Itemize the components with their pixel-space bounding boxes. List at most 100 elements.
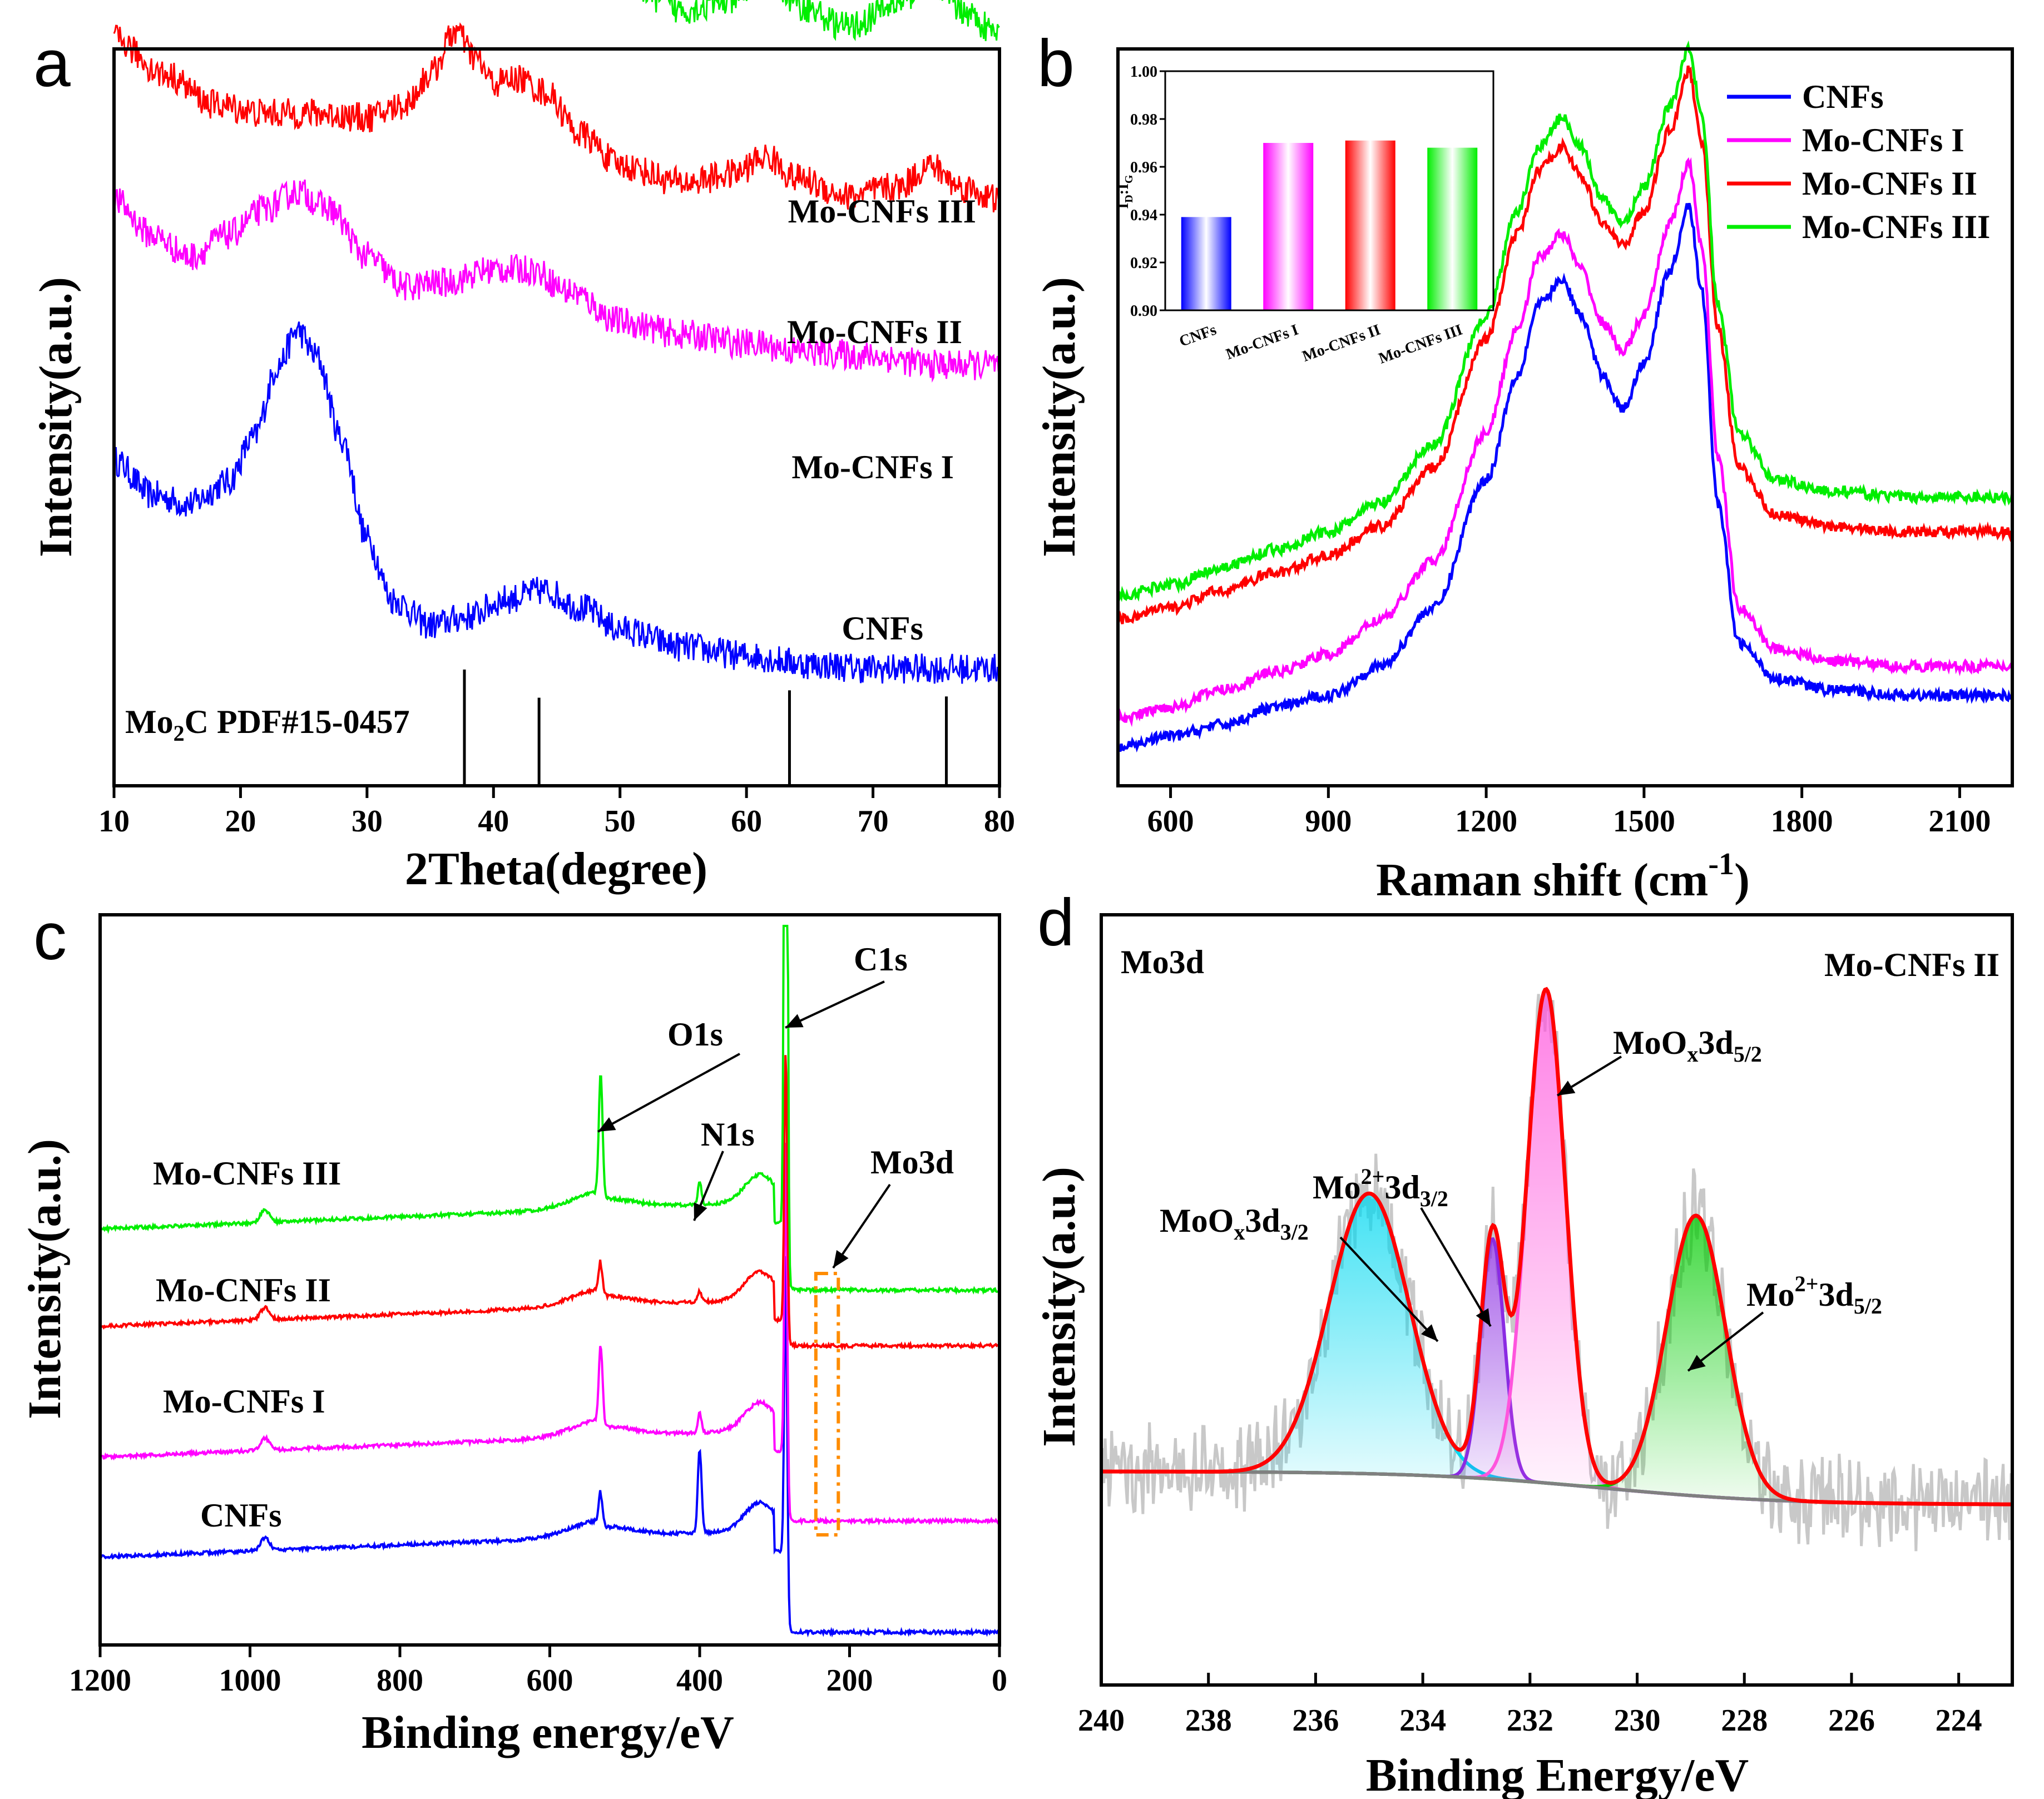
inset-xtick-mo-cnfs-i: Mo-CNFs I xyxy=(1224,321,1300,363)
panel-d-label-mo2-3d32: Mo2+3d3/2 xyxy=(1313,1164,1448,1211)
panel-b-series-mo-cnfs-i xyxy=(1116,157,2014,727)
panel-c-xtick-label-1000: 1000 xyxy=(219,1663,281,1698)
panel-d-arrowhead-moox-3d32 xyxy=(1421,1324,1438,1341)
panel-d-xtick-label-230: 230 xyxy=(1614,1703,1661,1738)
panel-c-series-mo-cnfs-iii xyxy=(100,925,999,1295)
panel-a: a 10 20 30 40 50 60 70 80 2Theta(degree) Intens… xyxy=(30,0,1015,895)
panel-c-series-mo-cnfs-ii xyxy=(100,1055,999,1351)
panel-b-xtick-label-1500: 1500 xyxy=(1613,804,1675,839)
panel-a-label-cnfs: CNFs xyxy=(842,610,923,647)
panel-c-series-mo-cnfs-i xyxy=(100,1142,1000,1526)
panel-a-xtick-label-80: 80 xyxy=(984,804,1015,839)
inset-ylabel: ID:IG xyxy=(1115,175,1135,209)
panel-c-xtick-label-600: 600 xyxy=(527,1663,573,1698)
inset-bar-cnfs xyxy=(1181,217,1231,310)
inset-bar-mo-cnfs-ii xyxy=(1345,140,1395,310)
panel-d-xtick-label-234: 234 xyxy=(1399,1703,1446,1738)
panel-b-xtick-label-2100: 2100 xyxy=(1928,804,1991,839)
panel-c-arrowhead-c1s xyxy=(785,1014,804,1028)
inset-ytick-label-1.00: 1.00 xyxy=(1130,63,1157,81)
panel-d-label-mo3d: Mo3d xyxy=(1121,944,1204,980)
panel-b-series-mo-cnfs-iii xyxy=(1116,40,2014,603)
panel-a-label-mo-cnfs-ii: Mo-CNFs II xyxy=(787,314,962,350)
legend-label-mo-cnfs-iii: Mo-CNFs III xyxy=(1802,209,1990,245)
panel-a-series-cnfs xyxy=(113,321,1001,684)
inset-ytick-label-0.98: 0.98 xyxy=(1130,111,1157,128)
panel-b-ylabel: Intensity(a.u.) xyxy=(1033,277,1085,557)
panel-d-envelope-fit xyxy=(1101,987,2012,1506)
panel-a-series-mo-cnfs-iii xyxy=(642,0,1000,42)
panel-a-series-mo-cnfs-ii xyxy=(113,22,1001,212)
panel-a-xtick-label-70: 70 xyxy=(858,804,889,839)
panel-c-annotation-n1s: N1s xyxy=(701,1116,755,1153)
panel-d-xtick-label-232: 232 xyxy=(1507,1703,1553,1738)
inset-xtick-mo-cnfs-ii: Mo-CNFs II xyxy=(1300,321,1383,365)
panel-b-xtick-label-600: 600 xyxy=(1147,804,1194,839)
panel-c-mo3d-highlight-box xyxy=(814,1272,840,1537)
panel-c-xtick-label-1200: 1200 xyxy=(69,1663,131,1698)
panel-d-label-moox-3d52: MoOx3d5/2 xyxy=(1613,1024,1762,1067)
panel-b-xtick-label-900: 900 xyxy=(1305,804,1352,839)
panel-b-xlabel: Raman shift (cm-1) xyxy=(1376,847,1750,906)
inset-ytick-label-0.90: 0.90 xyxy=(1130,303,1157,320)
panel-c-arrow-mo3d xyxy=(832,1183,891,1269)
inset-xtick-mo-cnfs-iii: Mo-CNFs III xyxy=(1377,321,1465,367)
panel-d: d 240 238 236 234 232 230 228 226 224 Binding En… xyxy=(1033,885,2014,1799)
panel-a-label-mo-cnfs-iii: Mo-CNFs III xyxy=(788,193,976,230)
panel-b-letter: b xyxy=(1037,26,1075,101)
panel-c-frame xyxy=(98,913,1001,1647)
panel-c-xlabel: Binding energy/eV xyxy=(362,1707,734,1758)
panel-c-label-cnfs: CNFs xyxy=(200,1497,282,1534)
panel-d-xtick-label-228: 228 xyxy=(1721,1703,1768,1738)
legend-label-mo-cnfs-i: Mo-CNFs I xyxy=(1802,122,1964,158)
panel-c-arrow-o1s xyxy=(597,1053,740,1133)
panel-a-frame xyxy=(112,47,1001,787)
panel-c-xtick-label-400: 400 xyxy=(676,1663,723,1698)
panel-c-xtick-label-200: 200 xyxy=(826,1663,873,1698)
panel-a-xtick-label-30: 30 xyxy=(352,804,383,839)
inset-ytick-label-0.92: 0.92 xyxy=(1130,255,1157,272)
panel-d-arrow-moox-3d32 xyxy=(1339,1236,1439,1342)
panel-c-arrowhead-mo3d xyxy=(833,1250,849,1268)
panel-a-xlabel: 2Theta(degree) xyxy=(405,843,707,895)
panel-a-xtick-label-10: 10 xyxy=(98,804,130,839)
panel-b-xtick-label-1200: 1200 xyxy=(1455,804,1517,839)
panel-b-frame xyxy=(1116,47,2014,787)
panel-d-frame xyxy=(1100,913,2014,1687)
panel-b: b 600 900 1200 1500 1800 2100 Raman shift (cm… xyxy=(1033,26,2014,906)
panel-d-component-fill-moox3d3-2 xyxy=(1101,1193,2012,1505)
panel-d-label-mo2-3d52: Mo2+3d5/2 xyxy=(1746,1271,1882,1319)
panel-c: c 1200 1000 800 600 400 200 0 Binding energy/e… xyxy=(19,899,1007,1758)
panel-d-label-sample: Mo-CNFs II xyxy=(1824,946,2000,983)
panel-c-annotation-o1s: O1s xyxy=(667,1016,723,1053)
panel-d-letter: d xyxy=(1037,885,1075,960)
panel-c-label-mo-cnfs-iii: Mo-CNFs III xyxy=(153,1155,341,1192)
inset-bar-mo-cnfs-i xyxy=(1263,143,1314,310)
panel-d-arrow-mo2-3d32 xyxy=(1420,1207,1492,1327)
panel-d-xtick-label-224: 224 xyxy=(1936,1703,1982,1738)
legend-label-cnfs: CNFs xyxy=(1802,78,1884,115)
panel-c-arrowhead-n1s xyxy=(694,1202,707,1221)
inset-frame xyxy=(1164,70,1494,311)
panel-d-arrowhead-moox-3d52 xyxy=(1557,1081,1576,1096)
panel-a-ylabel: Intensity(a.u.) xyxy=(30,277,82,557)
panel-d-raw-data xyxy=(1100,990,2014,1552)
panel-d-label-moox-3d32: MoOx3d3/2 xyxy=(1160,1202,1309,1245)
panel-a-xtick-label-40: 40 xyxy=(478,804,509,839)
panel-c-label-mo-cnfs-i: Mo-CNFs I xyxy=(163,1383,325,1420)
panel-d-component-fill-moox3d5-2 xyxy=(1101,989,2012,1505)
panel-a-label-mo-cnfs-i: Mo-CNFs I xyxy=(791,449,954,485)
panel-c-annotation-mo3d: Mo3d xyxy=(870,1144,954,1181)
panel-a-xtick-label-20: 20 xyxy=(225,804,256,839)
panel-c-label-mo-cnfs-ii: Mo-CNFs II xyxy=(156,1272,331,1309)
panel-d-xlabel: Binding Energy/eV xyxy=(1366,1750,1749,1799)
inset-xtick-cnfs: CNFs xyxy=(1177,321,1219,350)
panel-d-arrowhead-mo2-3d32 xyxy=(1476,1308,1491,1326)
panel-c-annotation-c1s: C1s xyxy=(854,941,908,978)
panel-c-letter: c xyxy=(33,899,67,974)
panel-b-legend: CNFs Mo-CNFs I Mo-CNFs II Mo-CNFs III xyxy=(1727,78,1990,245)
panel-b-series-mo-cnfs-ii xyxy=(1116,65,2013,625)
panel-d-arrowhead-mo2-3d52 xyxy=(1688,1355,1706,1371)
